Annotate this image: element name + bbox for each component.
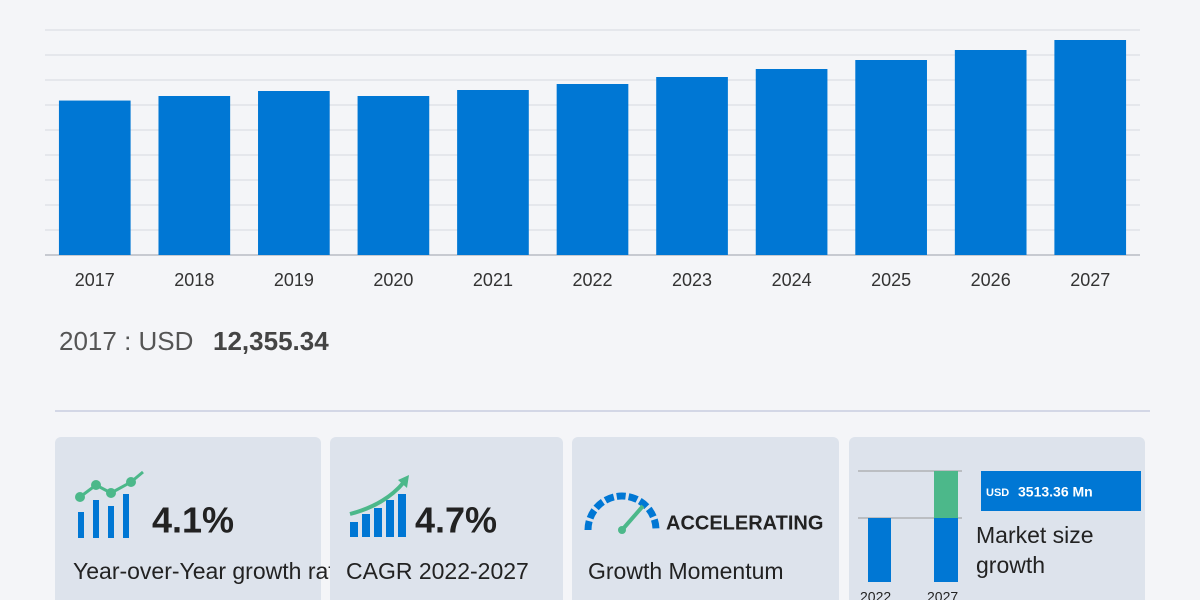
bar: [457, 90, 529, 255]
base-year-value: 12,355.34: [213, 326, 329, 356]
card-value: 4.1%: [152, 500, 234, 541]
x-tick-label: 2019: [274, 270, 314, 290]
card-currency: USD: [986, 487, 1009, 499]
x-tick-label: 2018: [174, 270, 214, 290]
bar: [1054, 40, 1127, 255]
card: [572, 437, 839, 600]
bar: [855, 60, 927, 255]
chart: 2017 2018 2019 2020 2021 2022 2023 2024 2025 2026…: [45, 29, 1140, 290]
bar: [556, 84, 629, 255]
card-label: Growth Momentum: [588, 558, 784, 584]
x-tick-label: 2017: [75, 270, 115, 290]
bar: [954, 50, 1027, 255]
mini-year: 2027: [927, 589, 958, 600]
bar: [258, 91, 330, 255]
bar: [58, 100, 131, 255]
card-label: Market size growth: [976, 522, 1094, 578]
cagr-icon: [349, 475, 409, 537]
bar: [755, 69, 828, 255]
growth-icon: [75, 470, 144, 538]
card-value: ACCELERATING: [666, 512, 823, 534]
x-tick-label: 2021: [473, 270, 513, 290]
x-tick-label: 2024: [772, 270, 812, 290]
bar: [656, 77, 728, 255]
bar: [357, 96, 430, 255]
mini-year: 2022: [860, 589, 891, 600]
x-tick-label: 2023: [672, 270, 712, 290]
x-tick-label: 2020: [373, 270, 413, 290]
card-label: CAGR 2022-2027: [346, 558, 529, 584]
value-box: [981, 471, 1141, 511]
card-value: 3513.36 Mn: [1018, 484, 1093, 500]
x-tick-label: 2022: [572, 270, 612, 290]
card: [330, 437, 563, 600]
card: [55, 437, 321, 600]
x-tick-label: 2027: [1070, 270, 1110, 290]
x-tick-label: 2025: [871, 270, 911, 290]
gauge-icon: [584, 492, 660, 534]
x-tick-label: 2026: [971, 270, 1011, 290]
base-year-label: 2017 : USD: [59, 326, 193, 356]
card-label-box: Market size growth: [976, 522, 1094, 578]
card-value: 4.7%: [415, 500, 497, 541]
bar: [158, 96, 231, 255]
mini-chart: [858, 470, 962, 582]
